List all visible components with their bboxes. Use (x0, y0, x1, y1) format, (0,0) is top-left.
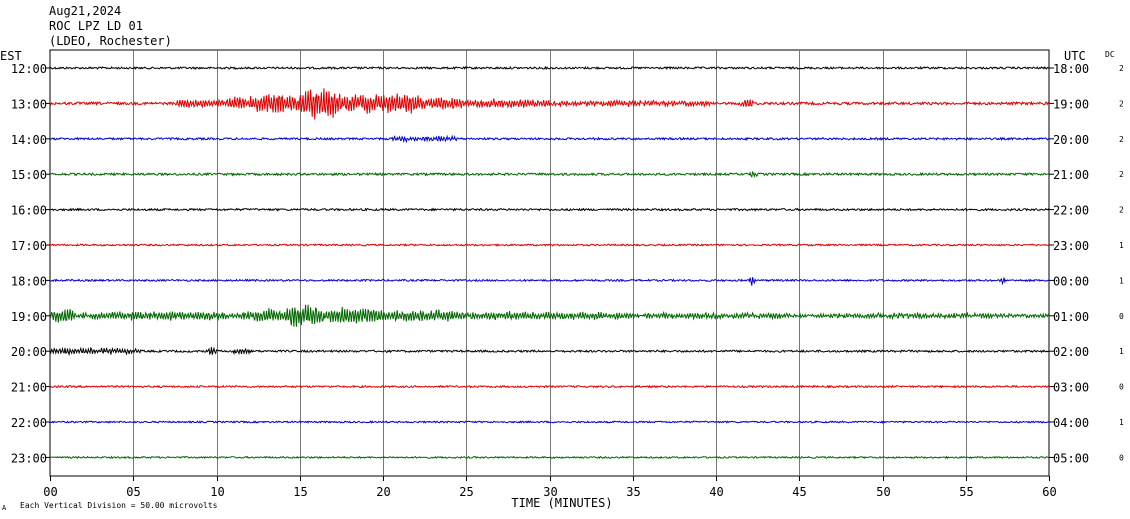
x-tick-label: 30 (543, 485, 557, 499)
est-hour-label: 16:00 (11, 204, 47, 218)
x-tick-label: 50 (876, 485, 890, 499)
trace-line (49, 420, 1050, 424)
est-hour-label: 18:00 (11, 274, 47, 288)
dc-value: 0 (1119, 383, 1124, 392)
dc-value: 1 (1119, 276, 1124, 285)
trace-line (49, 207, 1050, 212)
scale-icon: A (2, 504, 7, 512)
chart-grid (45, 49, 1054, 481)
dc-value: 0 (1119, 312, 1124, 321)
est-hour-label: 15:00 (11, 168, 47, 182)
est-hour-label: 21:00 (11, 381, 47, 395)
x-tick-label: 60 (1042, 485, 1056, 499)
x-tick-label: 10 (210, 485, 224, 499)
network-label: (LDEO, Rochester) (49, 34, 172, 48)
dc-value: 2 (1119, 170, 1124, 179)
utc-axis-label: UTC (1064, 49, 1086, 63)
utc-hour-label: 02:00 (1053, 345, 1089, 359)
dc-value: 0 (1119, 453, 1124, 462)
utc-hour-label: 00:00 (1053, 274, 1089, 288)
dc-value: 2 (1119, 99, 1124, 108)
est-axis-label: EST (0, 49, 22, 63)
trace-line (49, 277, 1050, 286)
utc-hour-label: 05:00 (1053, 451, 1089, 465)
trace-line (49, 304, 1050, 327)
est-hour-label: 23:00 (11, 451, 47, 465)
dc-value: 2 (1119, 206, 1124, 215)
x-tick-label: 20 (376, 485, 390, 499)
est-hour-label: 22:00 (11, 416, 47, 430)
trace-line (49, 455, 1050, 460)
plot-frame (49, 49, 1050, 477)
utc-hour-label: 01:00 (1053, 310, 1089, 324)
scale-note: Each Vertical Division = 50.00 microvolt… (20, 501, 218, 510)
utc-hour-label: 18:00 (1053, 62, 1089, 76)
utc-hour-label: 04:00 (1053, 416, 1089, 430)
x-tick-label: 05 (126, 485, 140, 499)
dc-label: DC (1105, 50, 1115, 59)
trace-line (49, 88, 1050, 120)
dc-value: 1 (1119, 418, 1124, 427)
x-tick-label: 25 (459, 485, 473, 499)
seismic-traces (49, 65, 1050, 460)
x-tick-label: 40 (709, 485, 723, 499)
trace-line (49, 384, 1050, 389)
utc-hour-label: 03:00 (1053, 381, 1089, 395)
dc-value: 1 (1119, 347, 1124, 356)
utc-hour-label: 23:00 (1053, 239, 1089, 253)
dc-value: 1 (1119, 241, 1124, 250)
x-axis-title: TIME (MINUTES) (511, 496, 612, 510)
utc-hour-label: 19:00 (1053, 97, 1089, 111)
trace-line (49, 65, 1050, 71)
utc-hour-label: 20:00 (1053, 133, 1089, 147)
est-hour-label: 17:00 (11, 239, 47, 253)
est-hour-label: 13:00 (11, 97, 47, 111)
x-tick-label: 15 (293, 485, 307, 499)
est-hour-label: 14:00 (11, 133, 47, 147)
trace-line (50, 243, 1050, 247)
station-label: ROC LPZ LD 01 (49, 19, 143, 33)
utc-hour-label: 21:00 (1053, 168, 1089, 182)
dc-value: 2 (1119, 64, 1124, 73)
utc-hour-label: 22:00 (1053, 204, 1089, 218)
est-hour-label: 19:00 (11, 310, 47, 324)
est-hour-label: 12:00 (11, 62, 47, 76)
trace-line (49, 134, 1050, 144)
dc-value: 2 (1119, 135, 1124, 144)
x-tick-label: 55 (959, 485, 973, 499)
x-tick-label: 35 (626, 485, 640, 499)
x-tick-label: 45 (792, 485, 806, 499)
trace-line (49, 171, 1050, 179)
date-label: Aug21,2024 (49, 4, 122, 18)
x-tick-label: 00 (43, 485, 57, 499)
trace-line (49, 346, 1050, 357)
est-hour-label: 20:00 (11, 345, 47, 359)
